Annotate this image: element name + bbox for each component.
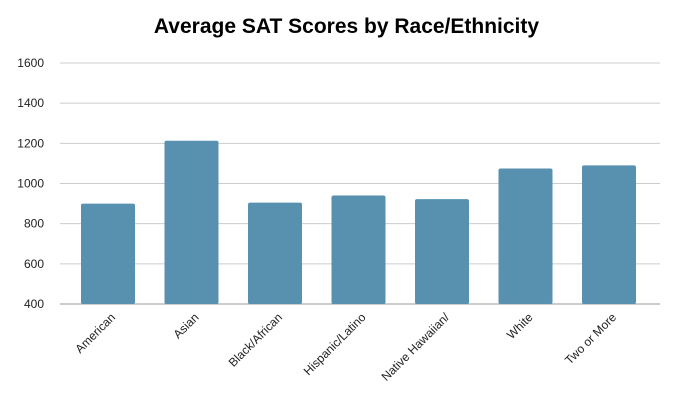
y-tick-label: 1400 [17,96,44,110]
x-tick-label: Hispanic/Latino [301,310,369,378]
x-tick-label: Asian [170,310,201,341]
x-tick-label: Black/African [226,310,285,369]
y-tick-label: 1600 [17,56,44,70]
y-tick-label: 800 [24,217,44,231]
bar [81,203,135,304]
y-tick-label: 600 [24,257,44,271]
bar [415,199,469,304]
x-tick-label: American [72,310,118,356]
x-tick-label: White [504,310,536,342]
bar [498,168,553,304]
x-tick-label: Two or More [562,310,619,367]
bar [164,140,219,304]
y-tick-label: 1200 [17,136,44,150]
y-tick-label: 400 [24,297,44,311]
bar [248,202,302,304]
x-tick-label: Native Hawaiian/ [379,310,453,384]
bar [331,195,386,304]
chart-title: Average SAT Scores by Race/Ethnicity [153,15,540,38]
y-tick-label: 1000 [17,177,44,191]
bar [582,165,636,304]
